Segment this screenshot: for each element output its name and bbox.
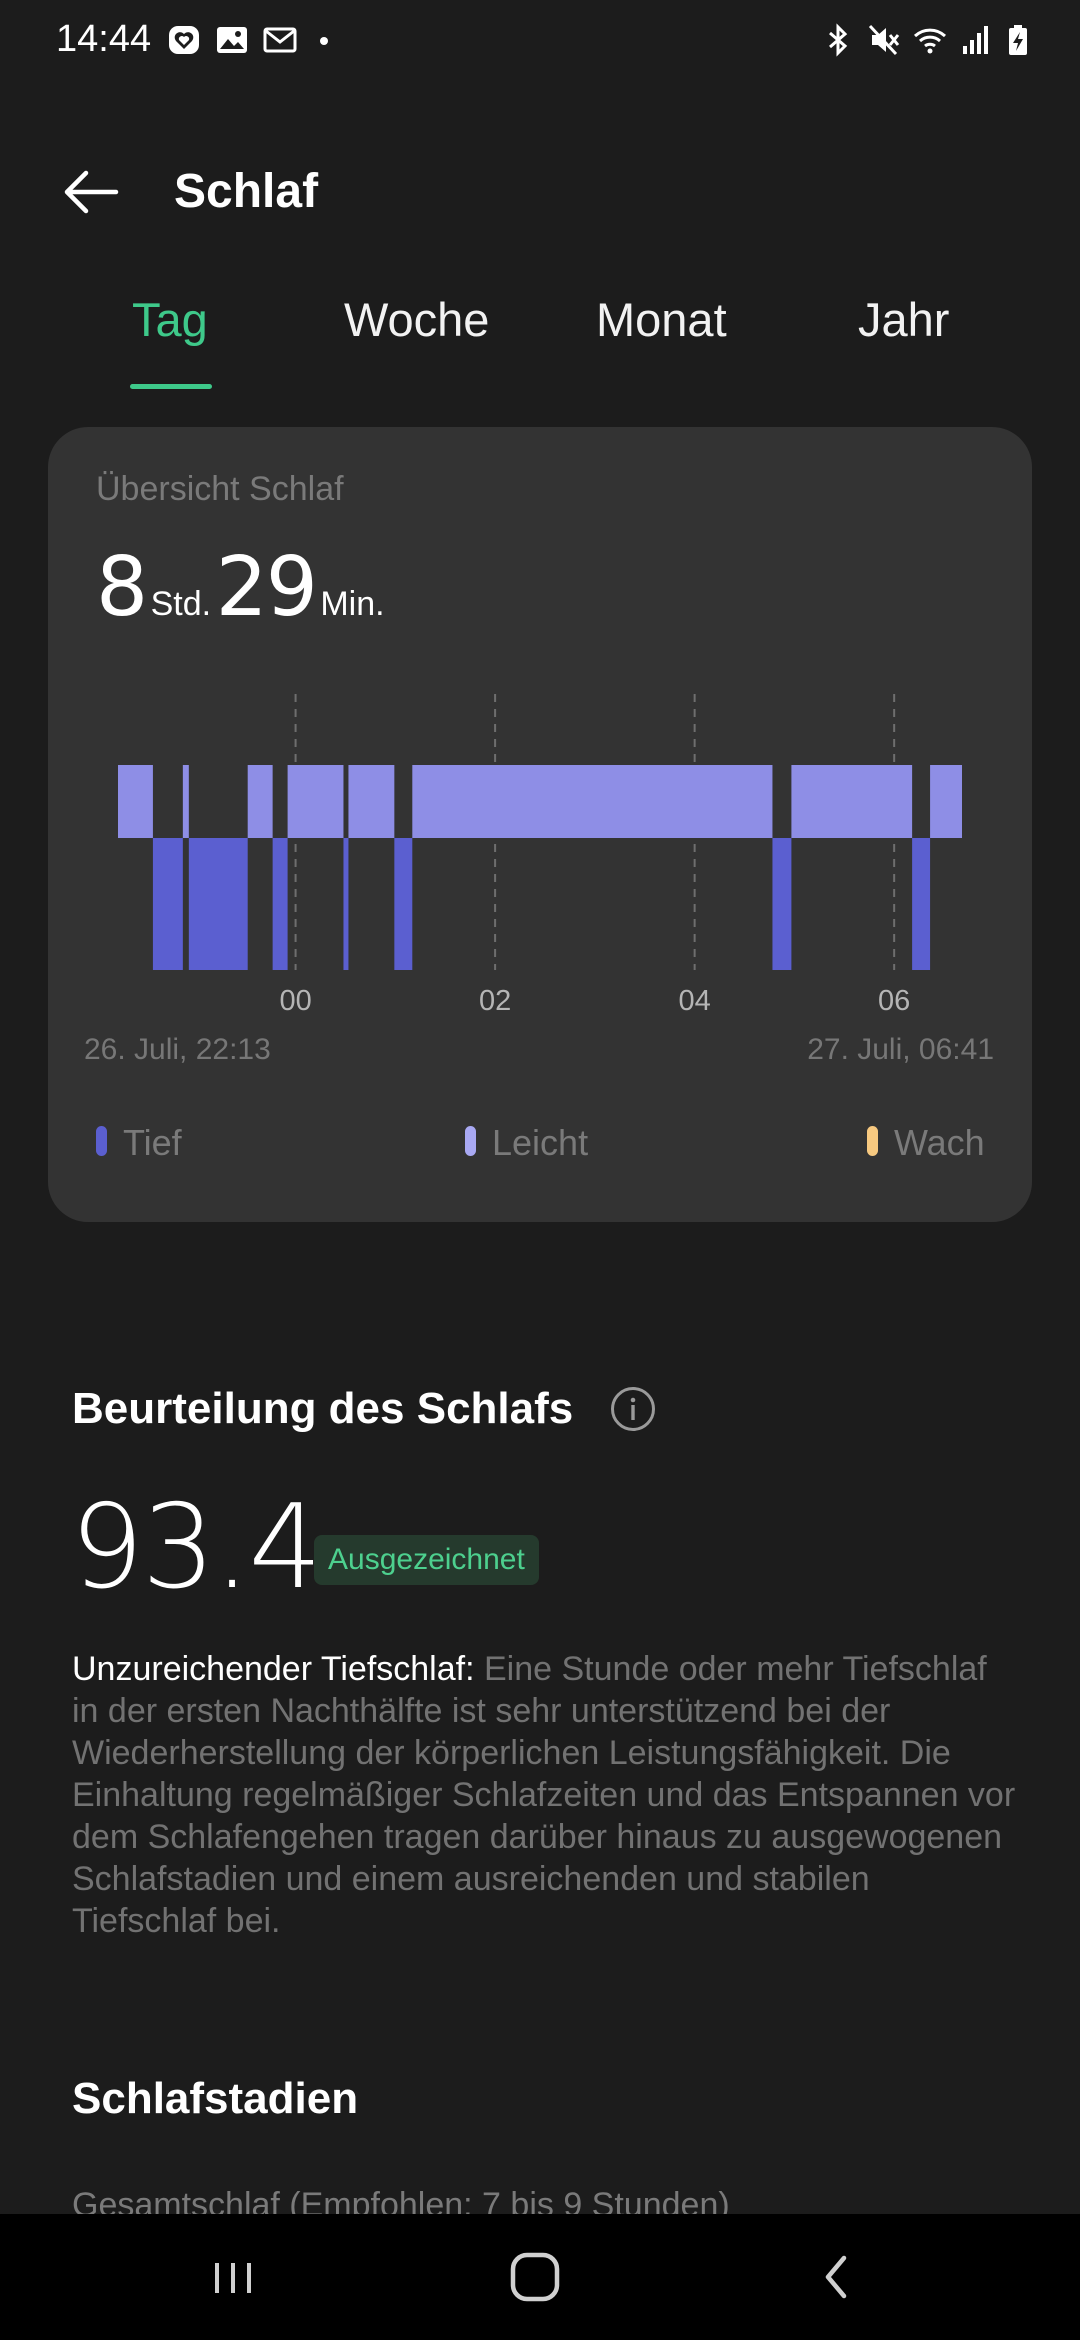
- page-title: Schlaf: [174, 165, 319, 218]
- duration-hours: 8: [96, 540, 148, 635]
- stages-heading: Schlafstadien: [72, 2074, 359, 2123]
- duration-minutes: 29: [215, 540, 318, 635]
- sleep-segment-leicht-2: [182, 765, 189, 838]
- explanation-lead: Unzureichender Tiefschlaf:: [72, 1650, 475, 1688]
- x-tick-04: 04: [679, 985, 711, 1017]
- sleep-segment-tief-11: [772, 838, 792, 970]
- arrow-left-icon: [64, 170, 119, 214]
- sleep-segment-tief-1: [152, 838, 183, 970]
- mail-icon: [262, 22, 298, 58]
- status-time: 14:44: [56, 18, 152, 60]
- score-badge: Ausgezeichnet: [314, 1535, 539, 1585]
- range-start: 26. Juli, 22:13: [84, 1033, 271, 1066]
- status-bar: 14:44: [0, 0, 1080, 84]
- tab-woche[interactable]: Woche: [344, 293, 490, 346]
- legend-tief-swatch: [96, 1126, 107, 1156]
- sleep-segment-tief-13: [912, 838, 931, 970]
- sleep-segment-leicht-0: [118, 765, 153, 838]
- overview-label: Übersicht Schlaf: [96, 470, 344, 508]
- back-button[interactable]: [56, 160, 132, 224]
- legend-wach-swatch: [867, 1126, 878, 1156]
- back-nav-icon[interactable]: [802, 2244, 872, 2310]
- recent-apps-icon[interactable]: [198, 2244, 268, 2310]
- x-tick-02: 02: [479, 985, 511, 1017]
- duration-hours-unit: Std.: [150, 585, 212, 623]
- sleep-duration: 8 Std. 29 Min.: [96, 540, 385, 635]
- sleep-stage-chart[interactable]: 00 02 04 06: [0, 680, 1080, 1040]
- mute-icon: [866, 22, 902, 58]
- x-tick-00: 00: [279, 985, 311, 1017]
- bluetooth-icon: [820, 22, 856, 58]
- legend-wach-label: Wach: [894, 1122, 985, 1163]
- legend-leicht-swatch: [465, 1126, 476, 1156]
- health-icon: [166, 22, 202, 58]
- explanation-body: Eine Stunde oder mehr Tiefschlaf in der …: [72, 1650, 1016, 1940]
- score-heading: Beurteilung des Schlafs: [72, 1384, 574, 1433]
- score-explanation: Unzureichender Tiefschlaf: Eine Stunde o…: [72, 1648, 1022, 1942]
- image-icon: [214, 22, 250, 58]
- x-tick-06: 06: [878, 985, 910, 1017]
- tab-tag[interactable]: Tag: [132, 293, 208, 346]
- sleep-segment-leicht-6: [287, 765, 344, 838]
- duration-minutes-unit: Min.: [320, 585, 385, 623]
- tab-jahr[interactable]: Jahr: [858, 293, 950, 346]
- sleep-segment-tief-7: [343, 838, 349, 970]
- sleep-segment-leicht-4: [247, 765, 273, 838]
- sleep-segment-tief-9: [394, 838, 413, 970]
- info-icon[interactable]: [610, 1386, 656, 1432]
- home-icon[interactable]: [500, 2244, 570, 2310]
- sleep-segment-leicht-14: [930, 765, 962, 838]
- sleep-segment-leicht-12: [791, 765, 913, 838]
- dot-icon: [312, 22, 348, 58]
- sleep-segment-leicht-10: [412, 765, 773, 838]
- sleep-segment-leicht-8: [348, 765, 395, 838]
- navigation-bar: [0, 2214, 1080, 2340]
- sleep-segment-tief-3: [188, 838, 248, 970]
- score-value: 93.4: [70, 1480, 322, 1615]
- battery-icon: [1000, 22, 1036, 58]
- tab-monat[interactable]: Monat: [596, 293, 727, 346]
- wifi-icon: [912, 22, 948, 58]
- legend-tief-label: Tief: [123, 1122, 182, 1163]
- signal-icon: [958, 22, 994, 58]
- active-tab-indicator: [130, 384, 212, 389]
- sleep-segment-tief-5: [272, 838, 288, 970]
- legend-leicht-label: Leicht: [492, 1122, 589, 1163]
- range-end: 27. Juli, 06:41: [807, 1033, 994, 1066]
